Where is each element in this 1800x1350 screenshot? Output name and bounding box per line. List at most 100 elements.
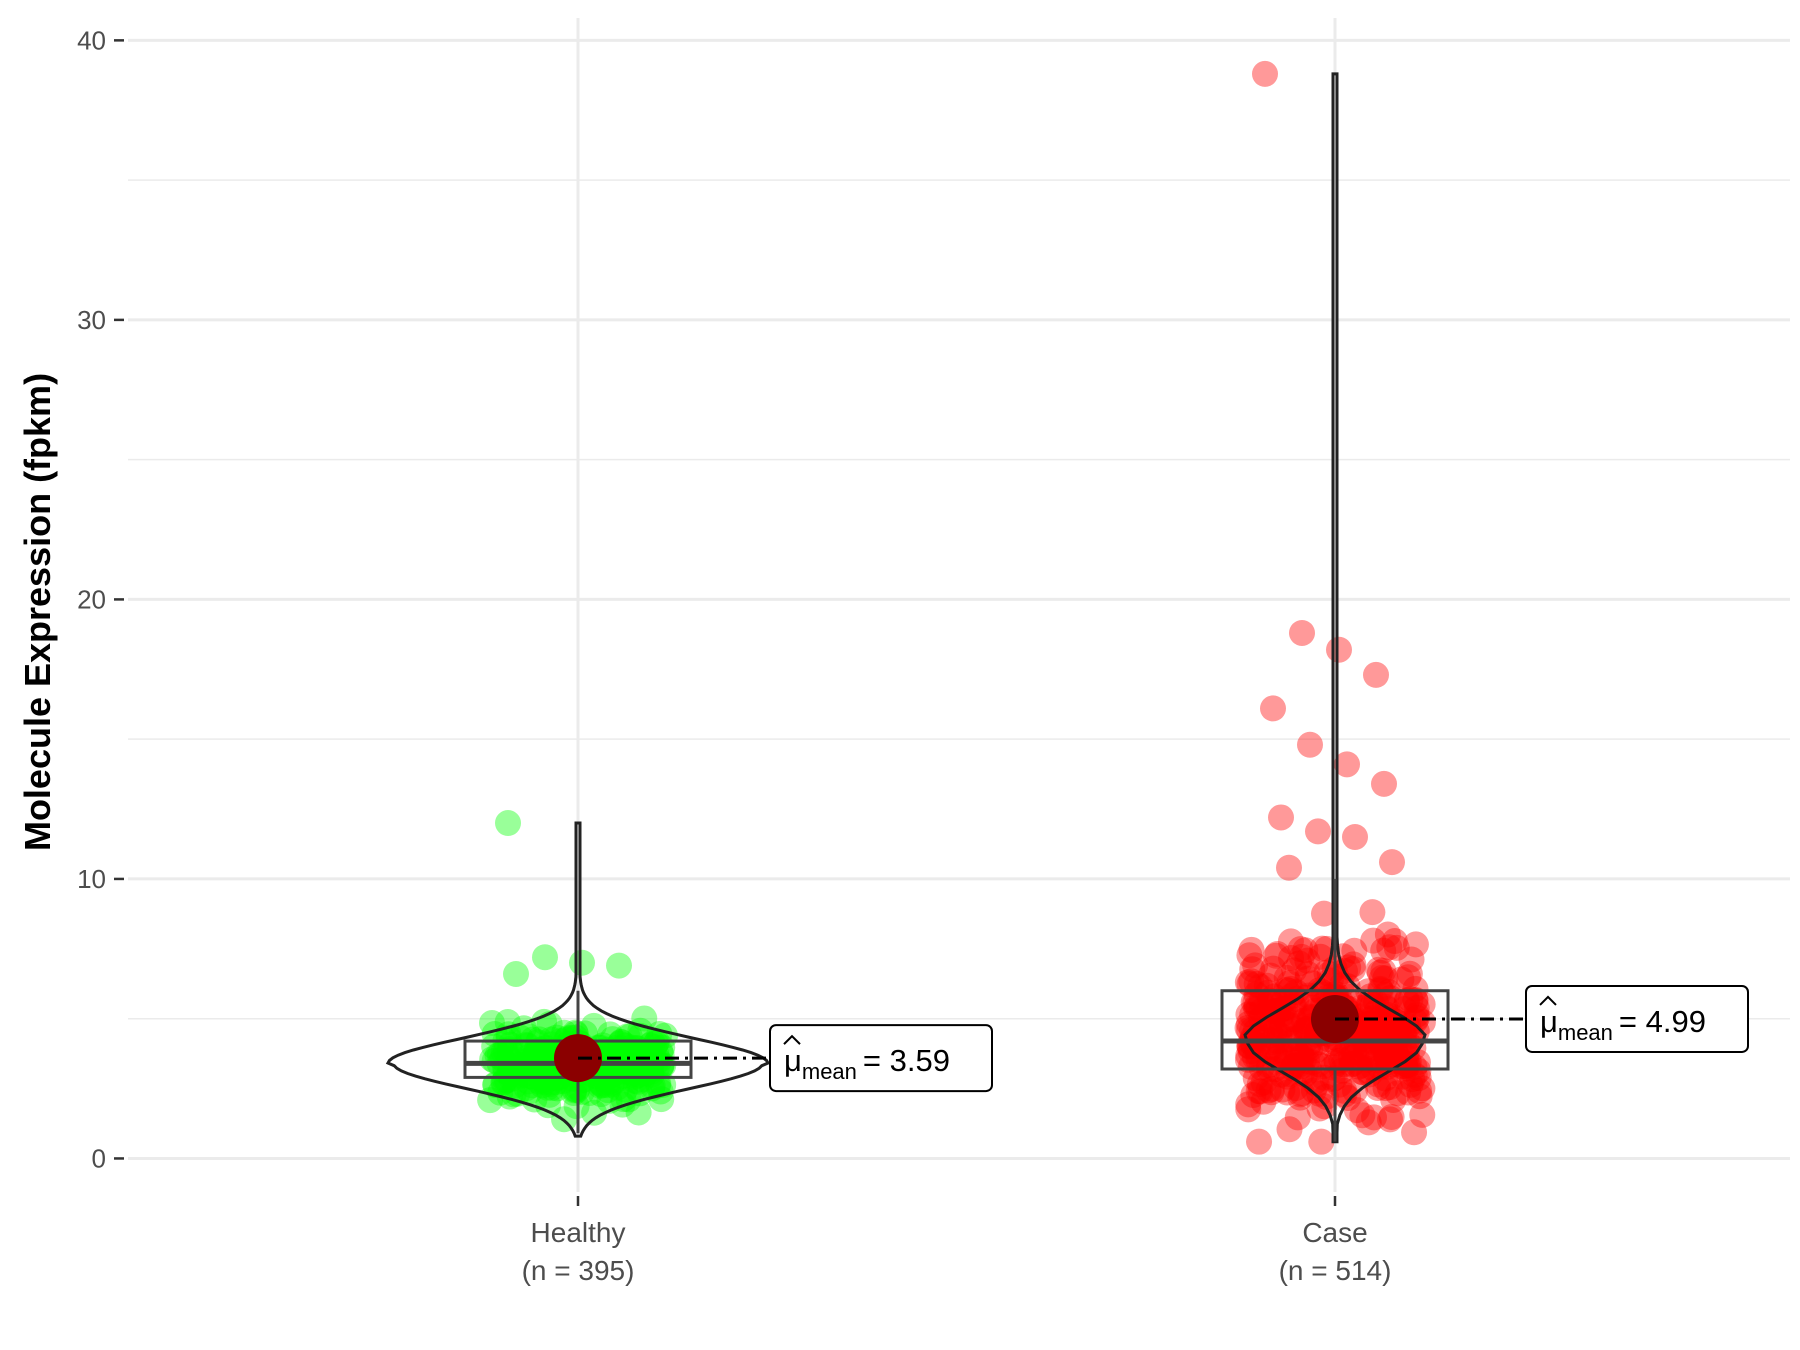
case-point xyxy=(1305,1051,1332,1078)
case-point xyxy=(1368,1024,1395,1051)
case-point xyxy=(1402,986,1429,1013)
case-point xyxy=(1235,1091,1262,1118)
healthy-point xyxy=(496,1046,523,1073)
case-point xyxy=(1286,950,1313,977)
healthy-point xyxy=(544,1075,571,1102)
case-point xyxy=(1395,1079,1422,1106)
y-tick-label-20: 20 xyxy=(77,584,106,614)
healthy-point xyxy=(492,1037,519,1064)
case-point xyxy=(1382,1018,1409,1045)
case-point xyxy=(1395,964,1422,991)
healthy-point xyxy=(587,1072,614,1099)
healthy-point xyxy=(531,1068,558,1095)
case-outlier-point xyxy=(1252,60,1278,87)
healthy-point xyxy=(576,1080,603,1107)
case-point xyxy=(1247,973,1274,1000)
case-point xyxy=(1379,1003,1406,1030)
case-point xyxy=(1261,1038,1288,1065)
case-outlier-point xyxy=(1363,661,1389,688)
case-box xyxy=(1220,989,1450,1071)
case-point xyxy=(1276,1011,1303,1038)
case-point xyxy=(1295,982,1322,1009)
healthy-point xyxy=(509,1053,536,1080)
healthy-point xyxy=(622,1074,649,1101)
case-point xyxy=(1269,1076,1296,1103)
healthy-point xyxy=(612,1076,639,1103)
healthy-point xyxy=(588,1081,615,1108)
case-point xyxy=(1245,1046,1272,1073)
case-point xyxy=(1341,1039,1368,1066)
healthy-point xyxy=(532,1061,559,1088)
case-point xyxy=(1235,1042,1262,1069)
case-point xyxy=(1392,1031,1419,1058)
case-point xyxy=(1273,964,1300,991)
case-point xyxy=(1253,972,1280,999)
healthy-point xyxy=(497,1037,524,1064)
case-point xyxy=(1381,928,1408,955)
case-point xyxy=(1393,1010,1420,1037)
healthy-outlier-point xyxy=(532,944,558,971)
case-point xyxy=(1343,1097,1370,1124)
case-point xyxy=(1337,1044,1364,1071)
case-point xyxy=(1310,1064,1337,1091)
case-point xyxy=(1345,1053,1372,1080)
case-point xyxy=(1374,1018,1401,1045)
healthy-point xyxy=(630,1040,657,1067)
case-point xyxy=(1378,1039,1405,1066)
case-point xyxy=(1319,1066,1346,1093)
healthy-point xyxy=(522,1038,549,1065)
case-point xyxy=(1409,1009,1436,1036)
case-point xyxy=(1368,1030,1395,1057)
case-point xyxy=(1284,1104,1311,1131)
case-point xyxy=(1254,979,1281,1006)
case-point xyxy=(1273,1010,1300,1037)
x-tick-label-healthy: Healthy xyxy=(531,1217,626,1248)
case-point xyxy=(1288,1040,1315,1067)
case-point xyxy=(1260,955,1287,982)
healthy-point xyxy=(599,1026,626,1053)
healthy-point xyxy=(603,1066,630,1093)
case-point xyxy=(1380,1051,1407,1078)
healthy-point xyxy=(606,1030,633,1057)
case-point xyxy=(1395,1052,1422,1079)
case-point xyxy=(1258,1079,1285,1106)
healthy-outlier-point xyxy=(569,949,595,976)
case-point xyxy=(1331,1081,1358,1108)
healthy-point xyxy=(620,1061,647,1088)
case-point xyxy=(1278,945,1305,972)
case-point xyxy=(1370,957,1397,984)
healthy-point xyxy=(632,1060,659,1087)
axes: 0 10 20 30 40 Healthy (n = 395) Case (n = 514) xyxy=(77,25,1391,1286)
case-point xyxy=(1355,1018,1382,1045)
healthy-point xyxy=(526,1068,553,1095)
case-point xyxy=(1306,1080,1333,1107)
case-point xyxy=(1366,959,1393,986)
case-point xyxy=(1330,1051,1357,1078)
mean-markers: μmean = 3.59 μmean = 4.99 xyxy=(554,984,1749,1093)
case-point xyxy=(1348,1058,1375,1085)
case-point xyxy=(1396,960,1423,987)
case-point xyxy=(1303,1037,1330,1064)
case-point xyxy=(1384,1047,1411,1074)
case-point xyxy=(1361,1045,1388,1072)
healthy-point xyxy=(561,1077,588,1104)
healthy-point xyxy=(504,1046,531,1073)
y-tick-label-10: 10 xyxy=(77,864,106,894)
healthy-point xyxy=(617,1054,644,1081)
case-point xyxy=(1326,1071,1353,1098)
case-point xyxy=(1309,1053,1336,1080)
healthy-point xyxy=(534,1074,561,1101)
case-point xyxy=(1406,1083,1433,1110)
case-point xyxy=(1372,1041,1399,1068)
case-point xyxy=(1374,921,1401,948)
y-tick-label-0: 0 xyxy=(92,1143,106,1173)
case-point xyxy=(1354,1046,1381,1073)
case-outlier-point xyxy=(1276,854,1302,881)
healthy-point xyxy=(639,1030,666,1057)
case-point xyxy=(1235,1010,1262,1037)
case-point xyxy=(1399,1066,1426,1093)
case-point xyxy=(1285,1025,1312,1052)
case-point xyxy=(1268,1001,1295,1028)
case-point xyxy=(1234,1015,1261,1042)
case-point xyxy=(1373,1047,1400,1074)
